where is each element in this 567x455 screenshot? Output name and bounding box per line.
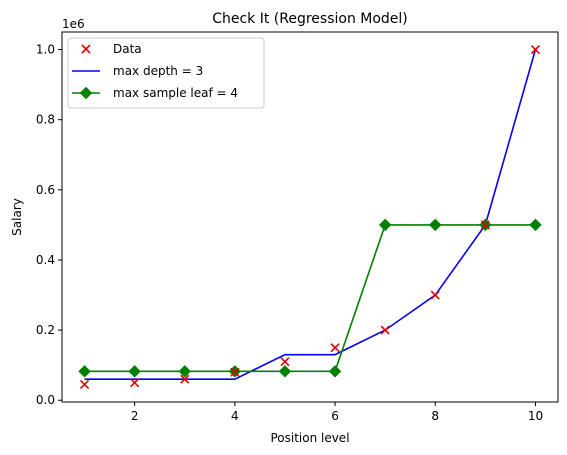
y-tick-label: 0.2 <box>36 323 55 337</box>
data-point <box>530 44 541 55</box>
x-tick-label: 6 <box>331 409 339 423</box>
series-0 <box>79 44 541 390</box>
legend-label: max depth = 3 <box>113 64 203 78</box>
y-tick-label: 0.4 <box>36 253 55 267</box>
series-line <box>84 49 537 381</box>
y-scale-label: 1e6 <box>62 17 85 31</box>
data-point <box>330 343 340 353</box>
data-point <box>429 218 442 232</box>
legend-label: Data <box>113 42 142 56</box>
y-tick-label: 0.8 <box>36 113 55 127</box>
legend-entry: max depth = 3 <box>72 64 203 78</box>
data-point <box>178 365 191 378</box>
series-1 <box>84 49 537 381</box>
legend-marker <box>81 44 91 54</box>
legend-entry: max sample leaf = 4 <box>72 86 238 100</box>
y-axis-label: Salary <box>10 198 24 236</box>
data-point <box>280 357 290 367</box>
plot-area <box>78 44 542 390</box>
data-point <box>328 365 342 378</box>
data-point <box>130 378 140 388</box>
data-point <box>380 325 390 335</box>
legend-marker <box>79 86 93 100</box>
data-point <box>78 365 91 378</box>
data-point <box>480 220 490 230</box>
y-tick-label: 1.0 <box>36 43 55 57</box>
x-axis-label: Position level <box>270 431 349 445</box>
data-point <box>529 218 542 232</box>
legend-entry: Data <box>81 42 142 56</box>
axis-ticks: 2 4 6 8 10 0.0 0.2 0.4 0.6 0.8 1.0 <box>36 43 543 423</box>
y-tick-label: 0.0 <box>36 393 55 407</box>
data-point <box>180 374 190 384</box>
y-tick-label: 0.6 <box>36 183 55 197</box>
data-point <box>378 218 392 232</box>
data-point <box>79 379 90 390</box>
data-point <box>278 365 292 378</box>
data-point <box>230 367 240 377</box>
x-tick-label: 8 <box>431 409 439 423</box>
x-tick-label: 4 <box>231 409 239 423</box>
legend: Data max depth = 3 max sample leaf = 4 <box>67 37 265 109</box>
legend-box <box>67 37 265 109</box>
x-tick-label: 10 <box>528 409 543 423</box>
legend-label: max sample leaf = 4 <box>113 86 238 100</box>
data-point <box>128 365 141 378</box>
axes-frame <box>61 31 559 403</box>
data-point <box>430 290 440 300</box>
chart-title: Check It (Regression Model) <box>212 11 408 27</box>
series-line <box>84 224 536 373</box>
x-tick-label: 2 <box>131 409 139 423</box>
